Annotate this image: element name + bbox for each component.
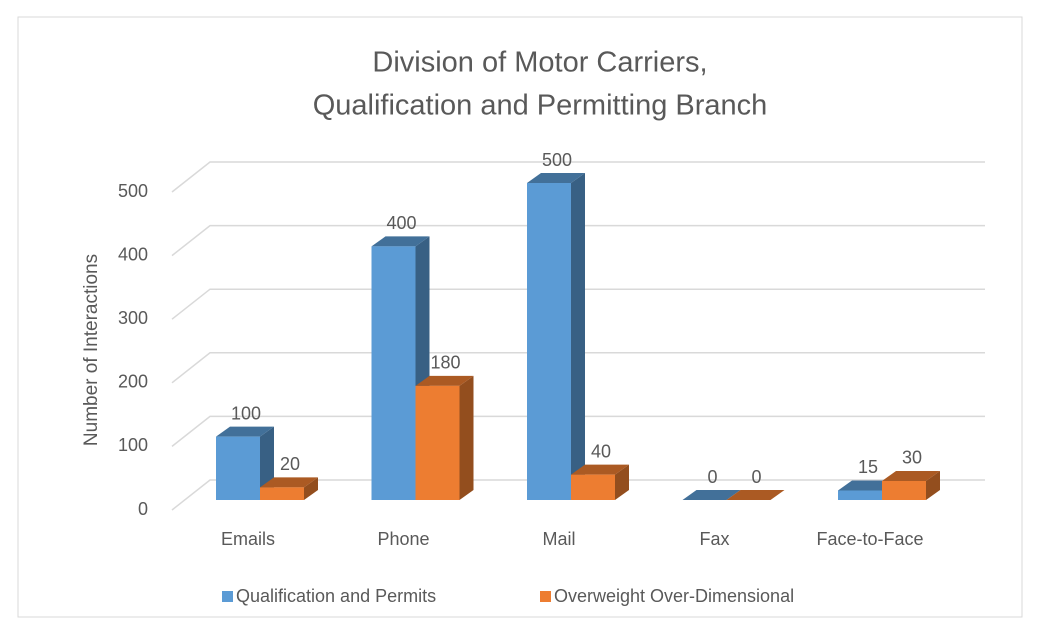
data-label: 15 xyxy=(858,457,878,477)
y-axis-label: Number of Interactions xyxy=(81,254,102,446)
data-label: 100 xyxy=(231,403,261,423)
y-tick-label: 300 xyxy=(118,308,148,328)
x-tick-label: Face-to-Face xyxy=(816,529,923,549)
bar-top xyxy=(216,426,274,437)
bar xyxy=(726,490,785,500)
bar-top xyxy=(571,464,629,475)
legend-swatch xyxy=(540,591,551,602)
grid-line xyxy=(171,288,985,320)
chart-border xyxy=(17,16,1023,618)
grid-line xyxy=(171,224,985,257)
data-label: 0 xyxy=(707,467,717,487)
legend-label: Qualification and Permits xyxy=(236,586,436,606)
bar xyxy=(882,470,940,500)
grid-line xyxy=(171,479,985,511)
bar-front xyxy=(571,474,615,500)
bar-front xyxy=(260,487,304,500)
bar-front xyxy=(415,385,460,500)
bar xyxy=(682,490,741,500)
bar-top xyxy=(838,480,896,491)
grid-line xyxy=(171,415,985,447)
bar-side xyxy=(304,477,318,500)
bar-top xyxy=(415,375,474,386)
chart-title: Qualification and Permitting Branch xyxy=(313,90,768,122)
y-tick-label: 500 xyxy=(118,181,148,201)
y-tick-label: 200 xyxy=(118,372,148,392)
y-tick-label: 100 xyxy=(118,435,148,455)
grid-line xyxy=(171,352,985,384)
x-tick-label: Phone xyxy=(377,529,429,549)
bar-side xyxy=(615,464,629,500)
bar xyxy=(527,173,585,500)
data-label: 0 xyxy=(751,467,761,487)
x-tick-label: Emails xyxy=(221,529,275,549)
data-label: 40 xyxy=(591,441,611,461)
bar-top xyxy=(682,490,741,500)
data-label: 400 xyxy=(386,213,416,233)
bar-side xyxy=(571,173,585,500)
bar-top xyxy=(527,173,585,183)
data-label: 180 xyxy=(430,353,460,373)
bar-top xyxy=(726,490,785,500)
legend-swatch xyxy=(222,591,233,602)
grid-line xyxy=(171,161,985,193)
x-tick-label: Mail xyxy=(542,529,575,549)
bar-front xyxy=(882,480,926,500)
bar-front xyxy=(371,246,416,500)
bar-side xyxy=(459,375,474,500)
data-label: 30 xyxy=(902,448,922,468)
y-tick-label: 0 xyxy=(138,499,148,519)
data-label: 500 xyxy=(542,150,572,170)
bar xyxy=(260,477,318,500)
y-tick-label: 400 xyxy=(118,244,148,264)
bar-front xyxy=(527,183,571,500)
chart-title: Division of Motor Carriers, xyxy=(372,47,707,79)
bar-side xyxy=(926,470,940,500)
bar-front xyxy=(216,436,260,500)
bar-top xyxy=(371,236,430,247)
bar-front xyxy=(838,490,882,500)
data-label: 20 xyxy=(280,454,300,474)
x-tick-label: Fax xyxy=(699,529,729,549)
bar xyxy=(415,375,474,500)
bar xyxy=(571,464,629,500)
bar-top xyxy=(260,477,318,488)
bar-top xyxy=(882,470,940,481)
legend-label: Overweight Over-Dimensional xyxy=(554,586,794,606)
